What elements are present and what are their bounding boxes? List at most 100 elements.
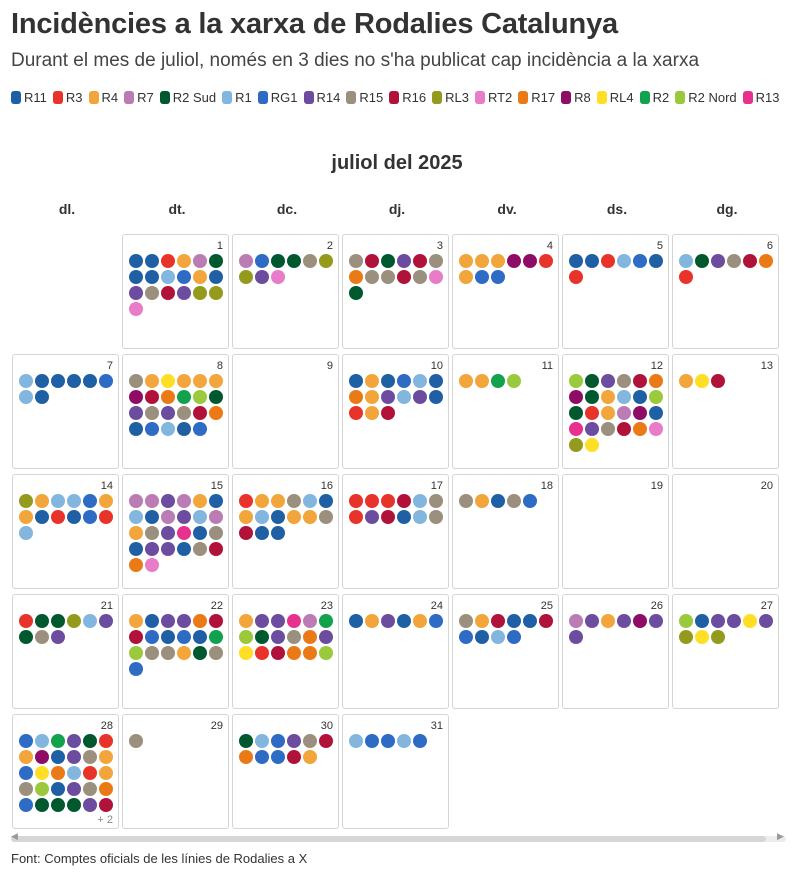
incident-dot-r17[interactable] [303, 646, 317, 660]
incident-dot-r3[interactable] [365, 494, 379, 508]
incident-dot-r11[interactable] [161, 630, 175, 644]
incident-dot-r4[interactable] [601, 406, 615, 420]
incident-dot-rg1[interactable] [271, 750, 285, 764]
incident-dot-r16[interactable] [99, 798, 113, 812]
incident-dot-r1[interactable] [19, 390, 33, 404]
incident-dot-r15[interactable] [19, 782, 33, 796]
incident-dot-r17[interactable] [349, 270, 363, 284]
incident-dot-r2-sud[interactable] [209, 254, 223, 268]
incident-dot-rl4[interactable] [695, 630, 709, 644]
incident-dot-r1[interactable] [413, 374, 427, 388]
incident-dot-rg1[interactable] [19, 734, 33, 748]
incident-dot-r15[interactable] [145, 646, 159, 660]
incident-dot-r14[interactable] [649, 614, 663, 628]
day-cell-14[interactable]: 14 [12, 474, 119, 589]
incident-dot-rg1[interactable] [177, 630, 191, 644]
incident-dot-rl4[interactable] [585, 438, 599, 452]
incident-dot-rg1[interactable] [193, 422, 207, 436]
incident-dot-r14[interactable] [67, 750, 81, 764]
incident-dot-r15[interactable] [129, 374, 143, 388]
incident-dot-r4[interactable] [239, 614, 253, 628]
incident-dot-r2-nord[interactable] [193, 390, 207, 404]
incident-dot-rg1[interactable] [491, 270, 505, 284]
incident-dot-r3[interactable] [569, 270, 583, 284]
day-cell-12[interactable]: 12 [562, 354, 669, 469]
incident-dot-r16[interactable] [193, 406, 207, 420]
incident-dot-r2[interactable] [209, 630, 223, 644]
incident-dot-r1[interactable] [19, 526, 33, 540]
day-cell-16[interactable]: 16 [232, 474, 339, 589]
incident-dot-r8[interactable] [523, 254, 537, 268]
incident-dot-r15[interactable] [209, 526, 223, 540]
incident-dot-r1[interactable] [67, 494, 81, 508]
incident-dot-rg1[interactable] [507, 630, 521, 644]
incident-dot-r14[interactable] [177, 614, 191, 628]
incident-dot-r15[interactable] [83, 782, 97, 796]
incident-dot-r1[interactable] [161, 422, 175, 436]
incident-dot-r15[interactable] [145, 526, 159, 540]
incident-dot-r1[interactable] [35, 734, 49, 748]
incident-dot-r1[interactable] [19, 374, 33, 388]
incident-dot-r4[interactable] [177, 646, 191, 660]
day-cell-2[interactable]: 2 [232, 234, 339, 349]
incident-dot-r11[interactable] [67, 510, 81, 524]
day-cell-24[interactable]: 24 [342, 594, 449, 709]
incident-dot-r15[interactable] [601, 422, 615, 436]
horizontal-scrollbar[interactable] [11, 836, 786, 842]
incident-dot-r11[interactable] [145, 254, 159, 268]
incident-dot-rg1[interactable] [129, 662, 143, 676]
incident-dot-r15[interactable] [429, 254, 443, 268]
incident-dot-r14[interactable] [601, 374, 615, 388]
incident-dot-r17[interactable] [209, 406, 223, 420]
incident-dot-r2-nord[interactable] [649, 390, 663, 404]
day-cell-18[interactable]: 18 [452, 474, 559, 589]
incident-dot-r1[interactable] [83, 614, 97, 628]
incident-dot-r14[interactable] [569, 630, 583, 644]
incident-dot-r2-nord[interactable] [569, 374, 583, 388]
incident-dot-rl3[interactable] [679, 630, 693, 644]
incident-dot-r3[interactable] [19, 614, 33, 628]
incident-dot-r15[interactable] [177, 406, 191, 420]
incident-dot-r14[interactable] [161, 614, 175, 628]
incident-dot-r14[interactable] [271, 630, 285, 644]
incident-dot-rl3[interactable] [19, 494, 33, 508]
incident-dot-r14[interactable] [161, 542, 175, 556]
incident-dot-r7[interactable] [239, 254, 253, 268]
day-cell-20[interactable]: 20 [672, 474, 779, 589]
incident-dot-r11[interactable] [193, 630, 207, 644]
incident-dot-r4[interactable] [491, 254, 505, 268]
incident-dot-r11[interactable] [129, 422, 143, 436]
incident-dot-r15[interactable] [129, 734, 143, 748]
incident-dot-rg1[interactable] [523, 494, 537, 508]
incident-dot-r7[interactable] [193, 254, 207, 268]
incident-dot-r17[interactable] [633, 422, 647, 436]
incident-dot-r15[interactable] [145, 286, 159, 300]
incident-dot-rg1[interactable] [271, 734, 285, 748]
day-cell-17[interactable]: 17 [342, 474, 449, 589]
incident-dot-r16[interactable] [287, 750, 301, 764]
incident-dot-r11[interactable] [523, 614, 537, 628]
incident-dot-r2-sud[interactable] [67, 798, 81, 812]
incident-dot-r4[interactable] [255, 494, 269, 508]
incident-dot-r3[interactable] [239, 494, 253, 508]
incident-dot-r4[interactable] [193, 494, 207, 508]
incident-dot-r15[interactable] [303, 254, 317, 268]
incident-dot-r14[interactable] [287, 734, 301, 748]
incident-dot-r4[interactable] [287, 510, 301, 524]
incident-dot-rl4[interactable] [239, 646, 253, 660]
incident-dot-r2-sud[interactable] [271, 254, 285, 268]
incident-dot-r4[interactable] [459, 270, 473, 284]
incident-dot-r15[interactable] [287, 630, 301, 644]
incident-dot-r14[interactable] [365, 510, 379, 524]
incident-dot-r16[interactable] [209, 542, 223, 556]
incident-dot-r3[interactable] [83, 766, 97, 780]
incident-dot-r8[interactable] [569, 390, 583, 404]
incident-dot-r2-sud[interactable] [381, 254, 395, 268]
scroll-left-arrow-icon[interactable]: ◀ [11, 831, 18, 841]
day-cell-9[interactable]: 9 [232, 354, 339, 469]
incident-dot-r11[interactable] [429, 390, 443, 404]
incident-dot-rg1[interactable] [365, 734, 379, 748]
incident-dot-r16[interactable] [271, 646, 285, 660]
incident-dot-r11[interactable] [381, 374, 395, 388]
incident-dot-r1[interactable] [397, 734, 411, 748]
